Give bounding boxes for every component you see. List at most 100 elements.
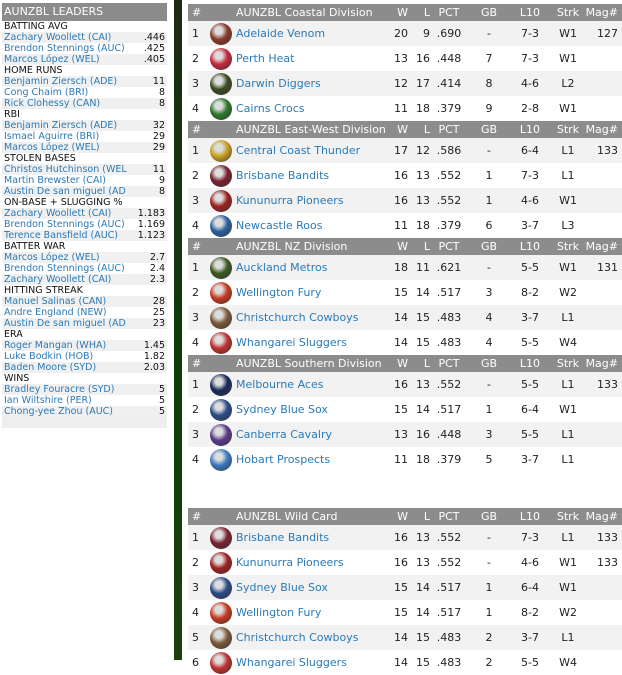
team-gb: - [487, 144, 491, 157]
team-link[interactable]: Kununurra Pioneers [236, 194, 344, 207]
col-pct[interactable]: PCT [438, 240, 460, 253]
player-link[interactable]: Martin Brewster (CAI) [4, 175, 106, 186]
team-pct: .552 [436, 531, 462, 544]
col-l10[interactable]: L10 [519, 510, 541, 523]
col-gb[interactable]: GB [480, 6, 498, 19]
team-link[interactable]: Brisbane Bandits [236, 531, 330, 544]
team-link[interactable]: Wellington Fury [236, 606, 322, 619]
col-strk[interactable]: Strk [556, 123, 580, 136]
team-link[interactable]: Sydney Blue Sox [236, 403, 328, 416]
col-l10[interactable]: L10 [519, 123, 541, 136]
player-link[interactable]: Benjamin Ziersch (ADE) [4, 120, 118, 131]
player-link[interactable]: Ian Wiltshire (PER) [4, 395, 92, 406]
team-link[interactable]: Adelaide Venom [236, 27, 326, 40]
col-w[interactable]: W [397, 357, 408, 370]
player-link[interactable]: Bradley Fouracre (SYD) [4, 384, 115, 395]
team-link[interactable]: Whangarei Sluggers [236, 336, 347, 349]
player-link[interactable]: Marcos López (WEL) [4, 142, 100, 153]
team-link[interactable]: Perth Heat [236, 52, 295, 65]
player-link[interactable]: Cong Chaim (BRI) [4, 87, 89, 98]
col-strk[interactable]: Strk [556, 6, 580, 19]
player-link[interactable]: Brendon Stennings (AUC) [4, 219, 125, 230]
team-pct: .483 [436, 631, 462, 644]
player-link[interactable]: Brendon Stennings (AUC) [4, 263, 125, 274]
col-gb[interactable]: GB [480, 123, 498, 136]
team-link[interactable]: Hobart Prospects [236, 453, 331, 466]
col-pct[interactable]: PCT [438, 510, 460, 523]
col-strk[interactable]: Strk [556, 357, 580, 370]
team-link[interactable]: Whangarei Sluggers [236, 656, 347, 669]
player-link[interactable]: Marcos López (WEL) [4, 252, 100, 263]
player-link[interactable]: Christos Hutchinson (WEL [4, 164, 127, 175]
col-w[interactable]: W [397, 123, 408, 136]
leaders-panel: AUNZBL LEADERS BATTING AVG Zachary Woolle… [2, 3, 167, 428]
col-pct[interactable]: PCT [438, 6, 460, 19]
col-l[interactable]: L [423, 240, 430, 253]
team-link[interactable]: Auckland Metros [236, 261, 328, 274]
player-link[interactable]: Zachary Woollett (CAI) [4, 32, 112, 43]
player-link[interactable]: Austin De san miguel (AD [4, 186, 126, 197]
team-link[interactable]: Christchurch Cowboys [236, 631, 359, 644]
stat-value: .446 [143, 32, 165, 43]
team-row: 3 Sydney Blue Sox 15 14 .517 1 6-4 W1 [188, 575, 622, 600]
player-link[interactable]: Andre England (NEW) [4, 307, 107, 318]
team-link[interactable]: Cairns Crocs [236, 102, 305, 115]
col-l10[interactable]: L10 [519, 357, 541, 370]
player-link[interactable]: Terence Bansfield (AUC) [4, 230, 119, 241]
team-row: 1 Auckland Metros 18 11 .621 - 5-5 W1 131 [188, 255, 622, 280]
team-w: 14 [394, 336, 408, 349]
col-strk[interactable]: Strk [556, 510, 580, 523]
team-link[interactable]: Darwin Diggers [236, 77, 321, 90]
player-link[interactable]: Manuel Salinas (CAN) [4, 296, 107, 307]
col-pct[interactable]: PCT [438, 357, 460, 370]
player-link[interactable]: Chong-yee Zhou (AUC) [4, 406, 113, 417]
player-link[interactable]: Luke Bodkin (HOB) [4, 351, 94, 362]
team-link[interactable]: Wellington Fury [236, 286, 322, 299]
col-gb[interactable]: GB [480, 240, 498, 253]
col-pct[interactable]: PCT [438, 123, 460, 136]
player-link[interactable]: Benjamin Ziersch (ADE) [4, 76, 118, 87]
player-link[interactable]: Ismael Aguirre (BRI) [4, 131, 100, 142]
player-link[interactable]: Zachary Woollett (CAI) [4, 208, 112, 219]
leader-category: ON-BASE + SLUGGING % [2, 197, 167, 208]
player-link[interactable]: Baden Moore (SYD) [4, 362, 97, 373]
team-link[interactable]: Sydney Blue Sox [236, 581, 328, 594]
team-logo-icon [210, 214, 232, 237]
col-mag[interactable]: Mag# [585, 240, 618, 253]
leader-row: Chong-yee Zhou (AUC) 5 [2, 406, 167, 417]
player-link[interactable]: Brendon Stennings (AUC) [4, 43, 125, 54]
player-link[interactable]: Rick Clohessy (CAN) [4, 98, 101, 109]
team-row: 2 Brisbane Bandits 16 13 .552 1 7-3 L1 [188, 163, 622, 188]
col-l10[interactable]: L10 [519, 6, 541, 19]
col-gb[interactable]: GB [480, 357, 498, 370]
col-w[interactable]: W [397, 240, 408, 253]
team-link[interactable]: Christchurch Cowboys [236, 311, 359, 324]
team-link[interactable]: Melbourne Aces [236, 378, 324, 391]
player-link[interactable]: Marcos López (WEL) [4, 54, 100, 65]
team-l10: 4-6 [521, 77, 539, 90]
col-l[interactable]: L [423, 510, 430, 523]
col-mag[interactable]: Mag# [585, 6, 618, 19]
player-link[interactable]: Zachary Woollett (CAI) [4, 274, 112, 285]
team-gb: 4 [485, 311, 493, 324]
col-strk[interactable]: Strk [556, 240, 580, 253]
col-l[interactable]: L [423, 357, 430, 370]
col-mag[interactable]: Mag# [585, 510, 618, 523]
col-l10[interactable]: L10 [519, 240, 541, 253]
team-link[interactable]: Brisbane Bandits [236, 169, 330, 182]
player-link[interactable]: Roger Mangan (WHA) [4, 340, 107, 351]
team-link[interactable]: Canberra Cavalry [236, 428, 332, 441]
stat-value: 1.82 [143, 351, 165, 362]
col-mag[interactable]: Mag# [585, 123, 618, 136]
team-link[interactable]: Newcastle Roos [236, 219, 323, 232]
team-link[interactable]: Kununurra Pioneers [236, 556, 344, 569]
col-w[interactable]: W [397, 6, 408, 19]
col-gb[interactable]: GB [480, 510, 498, 523]
col-mag[interactable]: Mag# [585, 357, 618, 370]
col-l[interactable]: L [423, 123, 430, 136]
team-strk: L1 [561, 428, 575, 441]
col-w[interactable]: W [397, 510, 408, 523]
player-link[interactable]: Austin De san miguel (AD [4, 318, 126, 329]
team-link[interactable]: Central Coast Thunder [236, 144, 361, 157]
col-l[interactable]: L [423, 6, 430, 19]
